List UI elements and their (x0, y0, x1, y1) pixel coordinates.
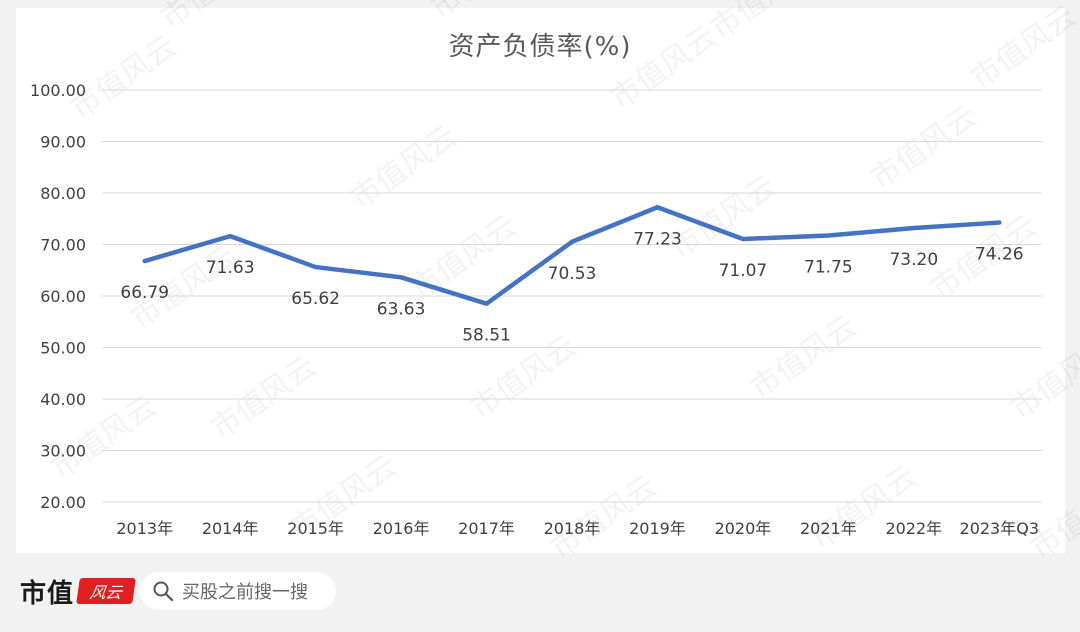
y-tick-label: 70.00 (40, 236, 86, 255)
x-tick-label: 2021年 (800, 519, 857, 538)
y-tick-label: 40.00 (40, 390, 86, 409)
watermark-text: 市值风云 (865, 99, 983, 196)
data-label: 74.26 (975, 245, 1024, 265)
watermark-text: 市值风云 (805, 459, 923, 556)
y-tick-label: 80.00 (40, 184, 86, 203)
brand-mark-logo: 风云 (76, 578, 136, 604)
x-tick-label: 2020年 (715, 519, 772, 538)
data-label: 70.53 (548, 264, 597, 284)
watermark-text: 市值风云 (1025, 469, 1080, 560)
data-point (399, 275, 404, 280)
search-placeholder: 买股之前搜一搜 (182, 582, 308, 603)
data-point (142, 259, 147, 264)
data-point (826, 233, 831, 238)
x-tick-label: 2023年Q3 (960, 519, 1040, 538)
watermark-text: 市值风云 (1005, 329, 1080, 426)
data-label: 65.62 (291, 289, 340, 309)
x-tick-label: 2014年 (202, 519, 259, 538)
y-tick-label: 20.00 (40, 493, 86, 512)
y-tick-label: 100.00 (30, 81, 86, 100)
data-label: 63.63 (377, 299, 426, 319)
brand-logo[interactable]: 市值 风云 (20, 574, 136, 609)
x-tick-label: 2013年 (116, 519, 173, 538)
data-point (740, 236, 745, 241)
data-label: 66.79 (120, 283, 169, 303)
y-tick-label: 90.00 (40, 133, 86, 152)
data-point (484, 301, 489, 306)
data-label: 58.51 (462, 326, 511, 346)
data-label: 77.23 (633, 229, 682, 249)
data-label: 71.07 (719, 261, 768, 281)
x-tick-label: 2022年 (885, 519, 942, 538)
x-tick-label: 2015年 (287, 519, 344, 538)
x-tick-label: 2018年 (544, 519, 601, 538)
data-point (655, 205, 660, 210)
data-point (570, 239, 574, 244)
y-tick-label: 50.00 (40, 339, 86, 358)
data-label: 73.20 (889, 250, 938, 270)
watermark-text: 市值风云 (425, 0, 543, 27)
search-icon (153, 581, 174, 602)
chart-card (16, 8, 1065, 553)
data-point (911, 226, 916, 231)
watermark-text: 市值风云 (545, 469, 663, 560)
search-bar[interactable]: 买股之前搜一搜 (140, 572, 336, 610)
x-axis-tick-labels: 2013年 2014年 2015年 2016年 2017年 2018年 2019年 2020年… (116, 519, 1039, 538)
x-tick-label: 2019年 (629, 519, 686, 538)
watermark-text: 市值风云 (205, 349, 323, 446)
data-labels: 66.79 71.63 65.62 63.63 58.51 70.53 77.23 71.07… (120, 229, 1023, 345)
y-axis-tick-labels: 20.00 30.00 40.00 50.00 60.00 70.00 80.00 90.00… (30, 81, 86, 512)
data-point (997, 220, 1002, 225)
data-label: 71.75 (804, 257, 853, 277)
data-point (228, 234, 233, 239)
y-tick-label: 30.00 (40, 442, 86, 461)
y-tick-label: 60.00 (40, 287, 86, 306)
footer: 市值 风云 买股之前搜一搜 (0, 560, 1080, 632)
x-tick-label: 2016年 (373, 519, 430, 538)
watermark-text: 市值风云 (745, 309, 863, 406)
series-line (142, 205, 1002, 306)
chart-title: 资产负债率(%) (448, 32, 632, 62)
brand-name: 市值 (20, 578, 75, 609)
data-label: 71.63 (206, 258, 255, 278)
series-layer (142, 205, 1002, 306)
data-point (313, 265, 318, 270)
x-tick-label: 2017年 (458, 519, 515, 538)
watermark-text: 市值风云 (345, 119, 463, 216)
